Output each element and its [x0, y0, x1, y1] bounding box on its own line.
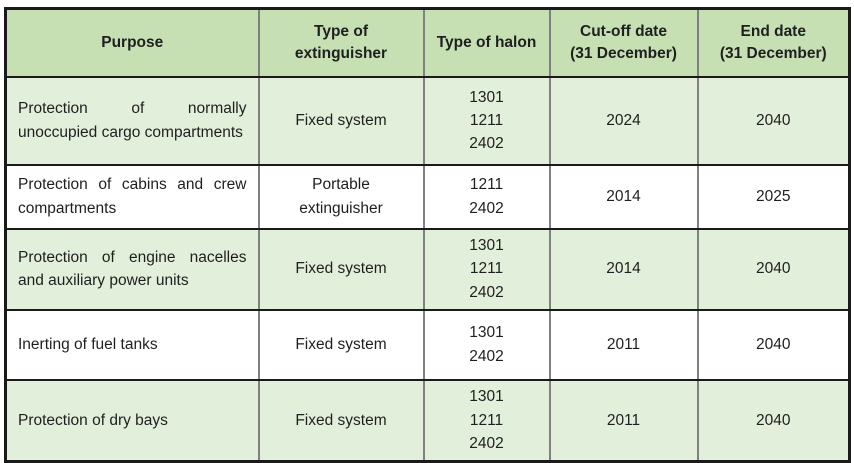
halon-cell: 1301 2402: [422, 308, 551, 381]
end-date-cell: 2040: [696, 378, 851, 463]
extinguisher-cell: Portable extinguisher: [257, 163, 425, 230]
purpose-cell: Inerting of fuel tanks: [4, 308, 260, 381]
extinguisher-cell: Fixed system: [257, 308, 425, 381]
halon-cell: 1301 1211 2402: [422, 378, 551, 463]
end-date-cell: 2040: [696, 75, 851, 166]
halon-cell: 1301 1211 2402: [422, 227, 551, 311]
end-date-cell: 2025: [696, 163, 851, 230]
purpose-cell: Protection of dry bays: [4, 378, 260, 463]
end-date-cell: 2040: [696, 308, 851, 381]
extinguisher-cell: Fixed system: [257, 378, 425, 463]
col-header-halon: Type of halon: [422, 7, 551, 78]
cutoff-date-cell: 2024: [548, 75, 699, 166]
table-row: Protection of normally unoccupied cargo …: [4, 75, 851, 166]
purpose-cell: Protection of normally unoccupied cargo …: [4, 75, 260, 166]
extinguisher-cell: Fixed system: [257, 75, 425, 166]
cutoff-date-cell: 2014: [548, 163, 699, 230]
table-row: Protection of dry bays Fixed system 1301…: [4, 378, 851, 463]
purpose-cell: Protection of cabins and crew compartmen…: [4, 163, 260, 230]
cutoff-date-cell: 2011: [548, 308, 699, 381]
extinguisher-cell: Fixed system: [257, 227, 425, 311]
col-header-cutoff-date: Cut-off date (31 December): [548, 7, 699, 78]
end-date-cell: 2040: [696, 227, 851, 311]
cutoff-date-cell: 2014: [548, 227, 699, 311]
table-row: Inerting of fuel tanks Fixed system 1301…: [4, 308, 851, 381]
table-row: Protection of cabins and crew compartmen…: [4, 163, 851, 230]
cutoff-date-cell: 2011: [548, 378, 699, 463]
halon-phaseout-table: Purpose Type of extinguisher Type of hal…: [4, 7, 851, 463]
table-row: Protection of engine nacelles and auxili…: [4, 227, 851, 311]
purpose-cell: Protection of engine nacelles and auxili…: [4, 227, 260, 311]
col-header-purpose: Purpose: [4, 7, 260, 78]
halon-cell: 1211 2402: [422, 163, 551, 230]
col-header-end-date: End date (31 December): [696, 7, 851, 78]
header-row: Purpose Type of extinguisher Type of hal…: [4, 7, 851, 78]
col-header-extinguisher: Type of extinguisher: [257, 7, 425, 78]
halon-cell: 1301 1211 2402: [422, 75, 551, 166]
